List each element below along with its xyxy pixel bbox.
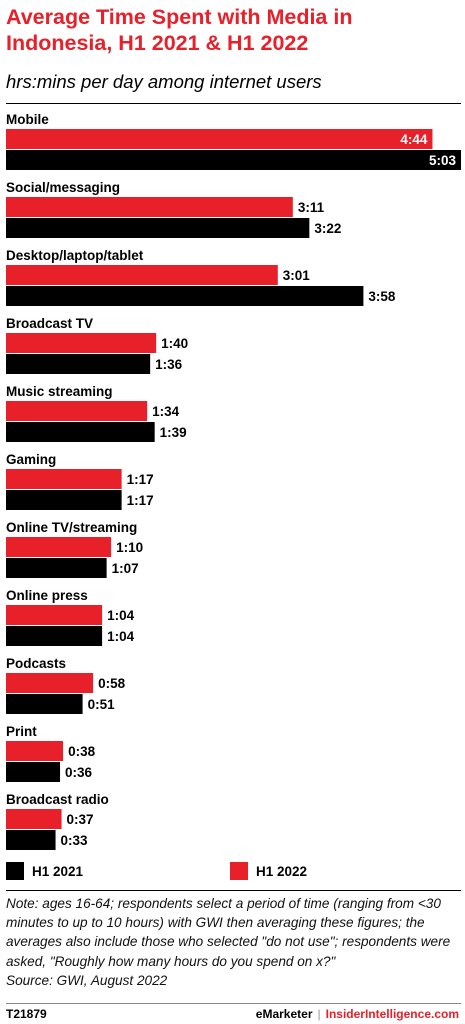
value-label-broadcast-tv-h1-2022: 1:40 <box>161 336 188 351</box>
value-label-social-messaging-h1-2021: 3:22 <box>314 221 341 236</box>
category-label-desktop-laptop-tablet: Desktop/laptop/tablet <box>6 248 144 263</box>
value-label-mobile-h1-2022: 4:44 <box>400 132 428 147</box>
category-label-mobile: Mobile <box>6 112 49 127</box>
category-label-print: Print <box>6 724 37 739</box>
category-label-online-tv-streaming: Online TV/streaming <box>6 520 137 535</box>
bar-podcasts-h1-2021 <box>6 694 83 714</box>
category-label-music-streaming: Music streaming <box>6 384 113 399</box>
footer-divider <box>6 1003 461 1004</box>
brand: eMarketer | InsiderIntelligence.com <box>256 1007 459 1021</box>
bar-desktop-laptop-tablet-h1-2022 <box>6 265 278 285</box>
legend-item-h1-2022: H1 2022 <box>230 860 307 882</box>
value-label-broadcast-radio-h1-2021: 0:33 <box>61 833 89 848</box>
value-label-online-tv-streaming-h1-2022: 1:10 <box>116 540 143 555</box>
legend-label-h1-2021: H1 2021 <box>32 863 84 879</box>
footnote-divider <box>6 890 461 891</box>
bar-online-press-h1-2021 <box>6 626 103 646</box>
value-label-broadcast-radio-h1-2022: 0:37 <box>67 812 94 827</box>
bar-mobile-h1-2021 <box>6 150 461 170</box>
category-label-online-press: Online press <box>6 588 88 603</box>
chart-id: T21879 <box>6 1007 47 1021</box>
value-label-online-press-h1-2021: 1:04 <box>107 629 135 644</box>
value-label-desktop-laptop-tablet-h1-2022: 3:01 <box>283 268 311 283</box>
bar-print-h1-2021 <box>6 762 61 782</box>
legend-label-h1-2022: H1 2022 <box>256 863 308 879</box>
bar-broadcast-radio-h1-2022 <box>6 809 62 829</box>
value-label-online-tv-streaming-h1-2021: 1:07 <box>112 561 139 576</box>
value-label-music-streaming-h1-2022: 1:34 <box>152 404 180 419</box>
value-label-social-messaging-h1-2022: 3:11 <box>298 200 325 215</box>
value-label-desktop-laptop-tablet-h1-2021: 3:58 <box>368 289 396 304</box>
category-label-gaming: Gaming <box>6 452 56 467</box>
bar-broadcast-tv-h1-2022 <box>6 333 157 353</box>
value-label-online-press-h1-2022: 1:04 <box>107 608 135 623</box>
top-divider <box>6 103 461 104</box>
bar-online-press-h1-2022 <box>6 605 103 625</box>
category-label-broadcast-tv: Broadcast TV <box>6 316 93 331</box>
footnote-source: Source: GWI, August 2022 <box>6 972 168 988</box>
legend-item-h1-2021: H1 2021 <box>6 860 83 882</box>
value-label-gaming-h1-2021: 1:17 <box>127 493 154 508</box>
value-label-print-h1-2021: 0:36 <box>65 765 93 780</box>
value-label-print-h1-2022: 0:38 <box>68 744 96 759</box>
bar-gaming-h1-2021 <box>6 490 122 510</box>
value-label-broadcast-tv-h1-2021: 1:36 <box>155 357 183 372</box>
value-label-music-streaming-h1-2021: 1:39 <box>160 425 187 440</box>
bar-chart: Mobile 4:445:03 Social/messaging 3:11 3:22 De… <box>6 112 461 850</box>
bar-music-streaming-h1-2021 <box>6 422 155 442</box>
footnote-note: Note: ages 16-64; respondents select a p… <box>6 896 451 969</box>
bar-broadcast-radio-h1-2021 <box>6 830 56 850</box>
value-label-gaming-h1-2022: 1:17 <box>127 472 154 487</box>
bar-mobile-h1-2022 <box>6 129 433 149</box>
legend-swatch-h1-2022 <box>230 862 248 880</box>
category-label-social-messaging: Social/messaging <box>6 180 120 195</box>
legend-swatch-h1-2021 <box>6 862 24 880</box>
bar-podcasts-h1-2022 <box>6 673 94 693</box>
bar-social-messaging-h1-2021 <box>6 218 310 238</box>
value-label-podcasts-h1-2022: 0:58 <box>98 676 126 691</box>
bar-online-tv-streaming-h1-2021 <box>6 558 107 578</box>
category-label-broadcast-radio: Broadcast radio <box>6 792 109 807</box>
footer: T21879 eMarketer | InsiderIntelligence.com <box>6 1007 461 1023</box>
value-label-mobile-h1-2021: 5:03 <box>429 153 457 168</box>
chart-legend: H1 2021 H1 2022 <box>6 860 461 882</box>
bar-music-streaming-h1-2022 <box>6 401 148 421</box>
brand-insiderintelligence: InsiderIntelligence.com <box>325 1007 459 1021</box>
bar-broadcast-tv-h1-2021 <box>6 354 151 374</box>
bar-online-tv-streaming-h1-2022 <box>6 537 112 557</box>
bar-print-h1-2022 <box>6 741 64 761</box>
brand-separator: | <box>317 1007 321 1021</box>
footnote: Note: ages 16-64; respondents select a p… <box>6 894 461 990</box>
category-label-podcasts: Podcasts <box>6 656 66 671</box>
bar-social-messaging-h1-2022 <box>6 197 293 217</box>
bar-gaming-h1-2022 <box>6 469 122 489</box>
brand-emarketer: eMarketer <box>255 1007 313 1021</box>
value-label-podcasts-h1-2021: 0:51 <box>88 697 116 712</box>
chart-subtitle: hrs:mins per day among internet users <box>6 71 322 92</box>
chart-title: Average Time Spent with Media in Indones… <box>6 5 353 55</box>
bar-desktop-laptop-tablet-h1-2021 <box>6 286 364 306</box>
